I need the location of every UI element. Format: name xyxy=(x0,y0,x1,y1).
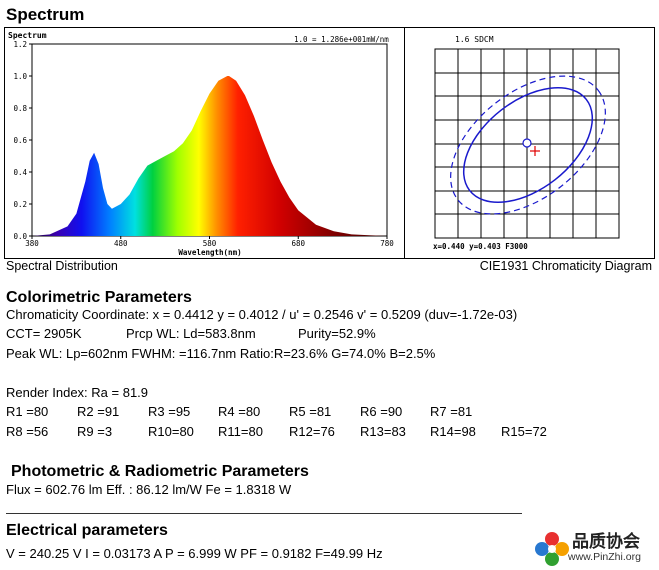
cct-value: CCT= 2905K xyxy=(6,326,82,341)
r-value: R10=80 xyxy=(148,424,194,439)
sdcm-ellipse xyxy=(462,86,594,204)
prcp-wl-value: Prcp WL: Ld=583.8nm xyxy=(126,326,256,341)
r-value: R4 =80 xyxy=(218,404,261,419)
x-tick-label: 680 xyxy=(291,239,305,248)
y-tick-label: 0.0 xyxy=(13,232,27,241)
r-value: R7 =81 xyxy=(430,404,473,419)
ra-value: Render Index: Ra = 81.9 xyxy=(6,385,149,400)
y-tick-label: 0.6 xyxy=(13,136,27,145)
cie-chart: 1.6 SDCM x=0.440 y=0.403 F3000 xyxy=(433,35,620,251)
divider xyxy=(6,513,522,514)
watermark-name: 品质协会 xyxy=(572,532,640,551)
x-tick-label: 780 xyxy=(380,239,394,248)
cie-title: 1.6 SDCM xyxy=(455,35,494,44)
cie-panel xyxy=(404,27,655,259)
y-tick-label: 0.2 xyxy=(13,200,27,209)
x-axis-ticks: 380 480 580 680 780 xyxy=(25,236,394,248)
r-value: R2 =91 xyxy=(77,404,120,419)
flower-logo-icon xyxy=(535,532,569,566)
r-value: R12=76 xyxy=(289,424,335,439)
x-axis-label: Wavelength(nm) xyxy=(178,248,241,257)
purity-value: Purity=52.9% xyxy=(298,326,376,341)
peak-wl-line: Peak WL: Lp=602nm FWHM: =116.7nm Ratio:R… xyxy=(6,346,436,361)
r-value: R8 =56 xyxy=(6,424,49,439)
r-value: R15=72 xyxy=(501,424,547,439)
electrical-line: V = 240.25 V I = 0.03173 A P = 6.999 W P… xyxy=(6,546,383,561)
scale-note: 1.0 = 1.286e+001mW/nm xyxy=(294,35,389,44)
y-tick-label: 0.4 xyxy=(13,168,27,177)
colorimetric-title: Colorimetric Parameters xyxy=(6,289,192,306)
cie-readout: x=0.440 y=0.403 F3000 xyxy=(433,242,528,251)
cie-caption: CIE1931 Chromaticity Diagram xyxy=(479,259,652,273)
y-tick-label: 0.8 xyxy=(13,104,27,113)
r-value: R9 =3 xyxy=(77,424,113,439)
measured-point-marker xyxy=(530,146,540,156)
r-value: R3 =95 xyxy=(148,404,191,419)
x-tick-label: 380 xyxy=(25,239,39,248)
x-tick-label: 480 xyxy=(114,239,128,248)
r-value: R6 =90 xyxy=(360,404,403,419)
r-value: R5 =81 xyxy=(289,404,332,419)
r-value: R11=80 xyxy=(218,424,263,439)
spectrum-caption: Spectral Distribution xyxy=(6,259,118,273)
r-value: R1 =80 xyxy=(6,404,49,419)
page-title: Spectrum xyxy=(6,5,85,24)
x-tick-label: 580 xyxy=(203,239,217,248)
r-value: R14=98 xyxy=(430,424,476,439)
y-tick-label: 1.2 xyxy=(13,40,27,49)
spectrum-panel-title: Spectrum xyxy=(8,31,47,40)
watermark-url: www.PinZhi.org xyxy=(568,551,641,563)
target-point-marker xyxy=(522,138,532,148)
spectrum-area xyxy=(32,76,387,236)
r-value: R13=83 xyxy=(360,424,406,439)
y-tick-label: 1.0 xyxy=(13,72,27,81)
spectrum-chart: 0.0 0.2 0.4 0.6 0.8 1.0 1.2 380 480 580 680 780 Sp… xyxy=(8,31,394,257)
flux-line: Flux = 602.76 lm Eff. : 86.12 lm/W Fe = … xyxy=(6,482,292,497)
sdcm-outer-ellipse xyxy=(450,75,606,215)
chromaticity-line: Chromaticity Coordinate: x = 0.4412 y = … xyxy=(6,307,518,322)
electrical-title: Electrical parameters xyxy=(6,522,168,539)
photometric-title: Photometric & Radiometric Parameters xyxy=(11,463,309,480)
watermark-logo: 品质协会 www.PinZhi.org xyxy=(530,527,656,567)
